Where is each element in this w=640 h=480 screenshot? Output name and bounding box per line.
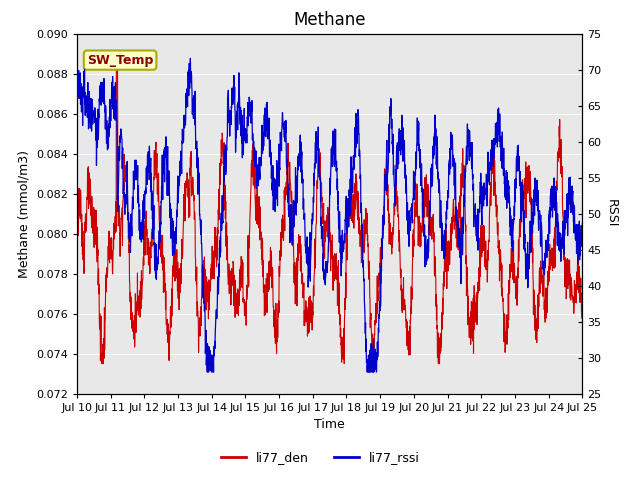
Y-axis label: Methane (mmol/m3): Methane (mmol/m3) <box>17 150 30 277</box>
X-axis label: Time: Time <box>314 418 345 431</box>
Title: Methane: Methane <box>293 11 366 29</box>
Y-axis label: RSSI: RSSI <box>605 199 618 228</box>
Legend: li77_den, li77_rssi: li77_den, li77_rssi <box>216 446 424 469</box>
Text: SW_Temp: SW_Temp <box>87 54 154 67</box>
